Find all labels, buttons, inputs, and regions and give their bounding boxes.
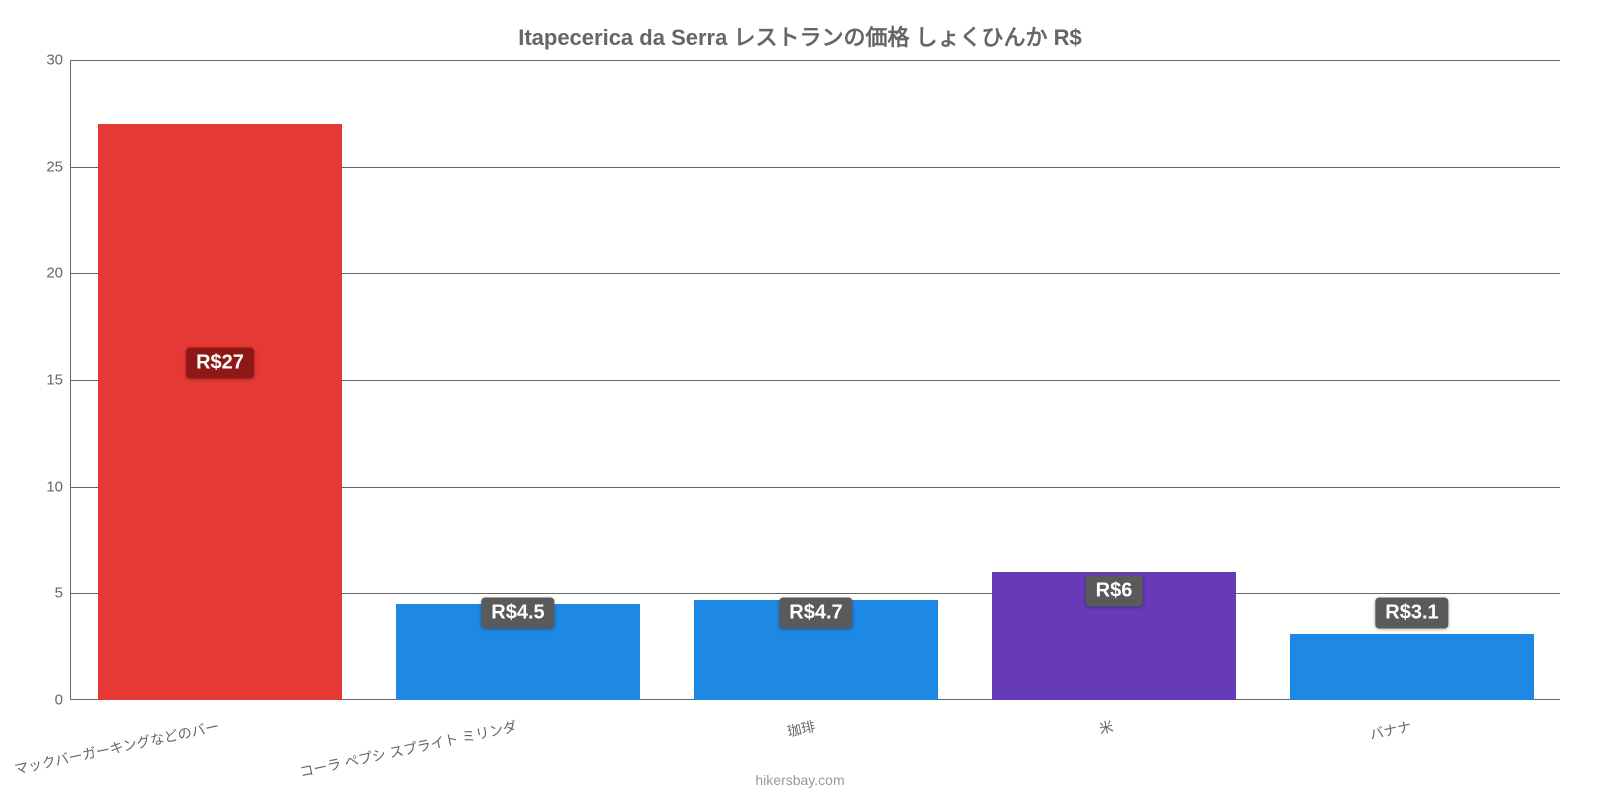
y-tick-label: 5 xyxy=(31,585,63,602)
x-axis-label: 米 xyxy=(1097,716,1115,738)
bars-group: R$27 R$4.5 R$4.7 R$6 R$3.1 xyxy=(71,60,1560,700)
plot-area: R$27R$4.5R$4.7R$6R$3.1 051015202530 xyxy=(70,60,1560,700)
attribution-text: hikersbay.com xyxy=(0,772,1600,788)
y-tick-label: 30 xyxy=(31,52,63,69)
bar: R$4.7 xyxy=(694,600,938,700)
bar: R$6 xyxy=(992,572,1236,700)
bar-value-label: R$6 xyxy=(1086,576,1143,607)
y-tick-label: 0 xyxy=(31,692,63,709)
y-tick-label: 10 xyxy=(31,478,63,495)
bar-value-label: R$4.7 xyxy=(779,597,852,628)
x-axis-label: マックバーガーキングなどのバー xyxy=(13,716,221,779)
x-axis-label: バナナ xyxy=(1368,716,1413,744)
bar-value-label: R$4.5 xyxy=(481,597,554,628)
bar-value-label: R$3.1 xyxy=(1375,597,1448,628)
x-axis-labels: マックバーガーキングなどのバーコーラ ペプシ スプライト ミリンダ珈琲米バナナ xyxy=(70,700,1560,760)
price-bar-chart: Itapecerica da Serra レストランの価格 しょくひんか R$ … xyxy=(0,0,1600,800)
x-axis-label: 珈琲 xyxy=(786,716,818,741)
bar: R$3.1 xyxy=(1290,634,1534,700)
y-tick-label: 15 xyxy=(31,372,63,389)
bar: R$27 xyxy=(98,124,342,700)
y-tick-label: 20 xyxy=(31,265,63,282)
chart-title: Itapecerica da Serra レストランの価格 しょくひんか R$ xyxy=(0,20,1600,52)
bar-value-label: R$27 xyxy=(186,347,254,378)
bar: R$4.5 xyxy=(396,604,640,700)
y-tick-label: 25 xyxy=(31,158,63,175)
